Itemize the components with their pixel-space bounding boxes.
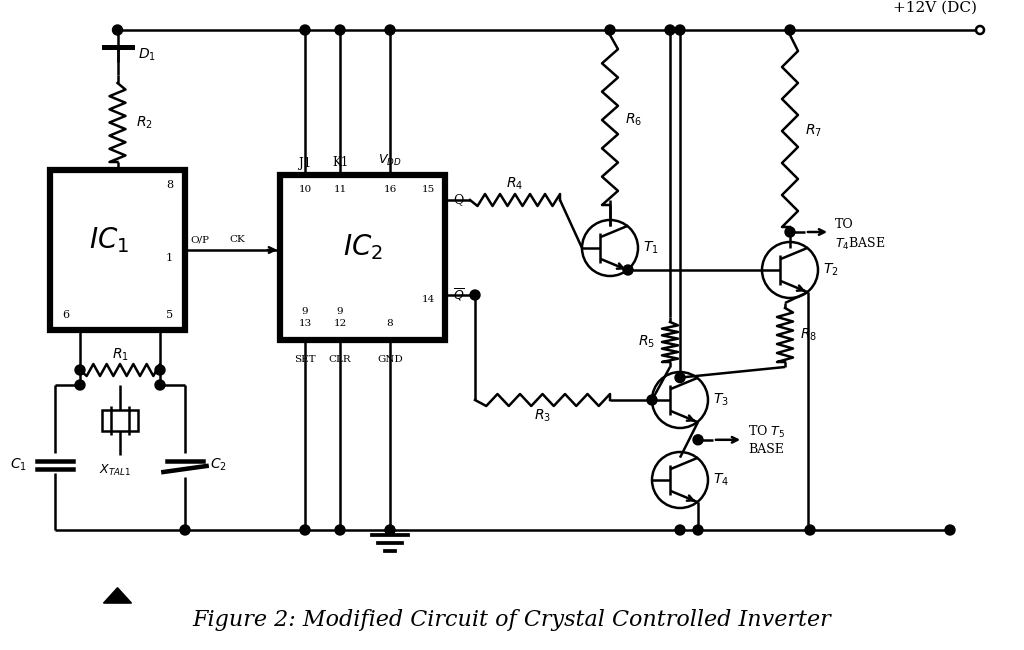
Circle shape (785, 25, 795, 35)
Text: SET: SET (294, 356, 315, 365)
Circle shape (623, 265, 633, 275)
Circle shape (113, 25, 123, 35)
Text: $R_1$: $R_1$ (112, 347, 128, 363)
Circle shape (385, 25, 395, 35)
Text: $IC_1$: $IC_1$ (89, 225, 130, 255)
Circle shape (300, 525, 310, 535)
Bar (102, 410, 138, 430)
Text: $R_6$: $R_6$ (625, 112, 642, 128)
Text: 11: 11 (334, 185, 347, 194)
Circle shape (470, 290, 480, 300)
Text: $T_4$BASE: $T_4$BASE (835, 236, 886, 252)
Circle shape (647, 395, 657, 405)
Text: $R_4$: $R_4$ (507, 176, 523, 192)
Circle shape (180, 525, 190, 535)
Text: $D_1$: $D_1$ (137, 47, 156, 63)
Circle shape (675, 525, 685, 535)
Text: BASE: BASE (748, 443, 784, 456)
Circle shape (976, 26, 984, 34)
Bar (280, 175, 445, 340)
Text: $R_8$: $R_8$ (800, 327, 817, 343)
Text: $R_5$: $R_5$ (638, 334, 655, 350)
Circle shape (693, 525, 703, 535)
Circle shape (385, 525, 395, 535)
Text: 16: 16 (383, 185, 396, 194)
Circle shape (675, 372, 685, 383)
Text: 15: 15 (422, 185, 435, 194)
Polygon shape (103, 588, 131, 603)
Text: $X_{TAL1}$: $X_{TAL1}$ (99, 462, 131, 478)
Text: 9: 9 (302, 307, 308, 317)
Text: GND: GND (377, 356, 402, 365)
Text: $V_{DD}$: $V_{DD}$ (378, 153, 401, 168)
Text: 1: 1 (166, 253, 173, 263)
Text: J1: J1 (299, 157, 311, 170)
Text: CK: CK (229, 235, 246, 244)
Circle shape (785, 227, 795, 237)
Text: TO: TO (835, 218, 854, 231)
Text: K1: K1 (332, 157, 348, 170)
Text: $C_1$: $C_1$ (10, 457, 27, 473)
Text: $T_3$: $T_3$ (713, 392, 729, 408)
Text: 9: 9 (337, 307, 343, 317)
Bar (50, 170, 185, 330)
Text: 5: 5 (166, 310, 173, 320)
Circle shape (805, 525, 815, 535)
Circle shape (75, 380, 85, 390)
Circle shape (665, 25, 675, 35)
Text: 6: 6 (62, 310, 70, 320)
Text: 8: 8 (166, 180, 173, 190)
Text: $T_4$: $T_4$ (713, 472, 729, 488)
Text: $C_2$: $C_2$ (210, 457, 227, 473)
Text: $R_3$: $R_3$ (534, 408, 551, 424)
Circle shape (335, 525, 345, 535)
Circle shape (693, 435, 703, 445)
Text: TO $T_5$: TO $T_5$ (748, 424, 785, 440)
Text: 12: 12 (334, 320, 347, 328)
Circle shape (155, 365, 165, 375)
Text: $R_7$: $R_7$ (805, 123, 822, 139)
Text: 13: 13 (298, 320, 311, 328)
Text: 14: 14 (422, 296, 435, 304)
Text: 10: 10 (298, 185, 311, 194)
Text: +12V (DC): +12V (DC) (893, 1, 977, 15)
Circle shape (605, 25, 615, 35)
Text: Q: Q (453, 194, 464, 207)
Text: $IC_2$: $IC_2$ (343, 233, 383, 263)
Text: $T_2$: $T_2$ (823, 262, 839, 278)
Text: $R_2$: $R_2$ (135, 114, 153, 131)
Text: 8: 8 (387, 320, 393, 328)
Circle shape (75, 365, 85, 375)
Text: $\overline{Q}$: $\overline{Q}$ (453, 287, 465, 304)
Circle shape (300, 25, 310, 35)
Circle shape (675, 25, 685, 35)
Circle shape (945, 525, 955, 535)
Text: CLR: CLR (329, 356, 351, 365)
Text: $T_1$: $T_1$ (643, 240, 658, 256)
Text: Figure 2: Modified Circuit of Crystal Controlled Inverter: Figure 2: Modified Circuit of Crystal Co… (193, 609, 831, 631)
Text: O/P: O/P (190, 235, 209, 244)
Circle shape (335, 25, 345, 35)
Circle shape (155, 380, 165, 390)
